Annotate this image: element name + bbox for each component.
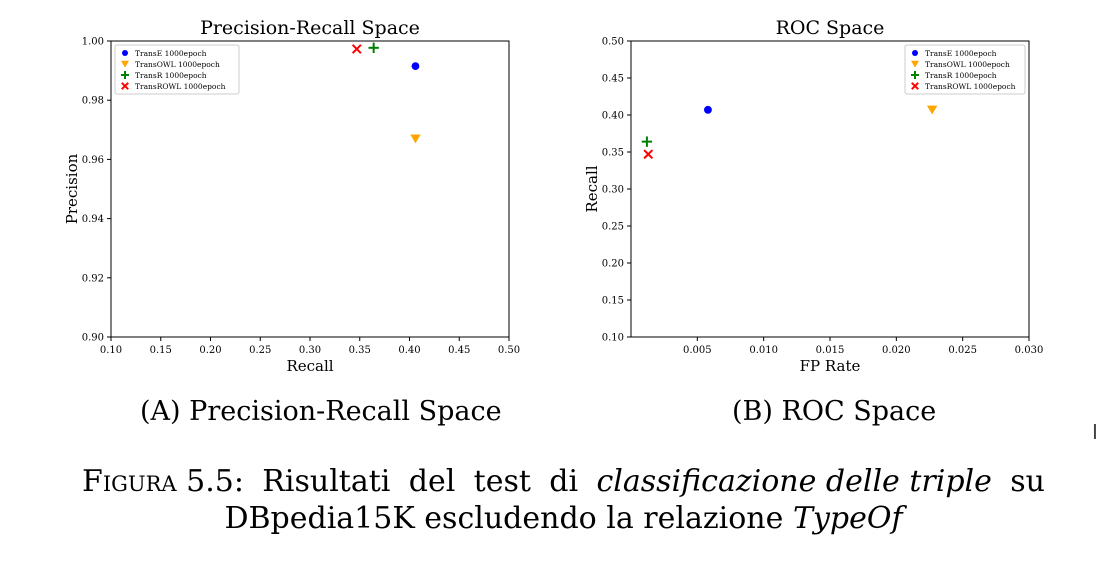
legend-marker: [911, 71, 919, 79]
data-point: [351, 44, 362, 54]
x-tick-label: 0.25: [249, 345, 271, 356]
chart-title: ROC Space: [776, 17, 885, 39]
x-tick-label: 0.020: [882, 345, 911, 356]
legend-entry: TransE 1000epoch: [135, 49, 207, 58]
y-tick-label: 0.35: [602, 148, 624, 159]
legend-entry: TransOWL 1000epoch: [925, 60, 1010, 69]
legend-entry: TransOWL 1000epoch: [135, 60, 220, 69]
y-tick-label: 0.94: [82, 214, 104, 225]
y-tick-label: 0.92: [82, 273, 104, 284]
subfigure-title-a: Precision-Recall Space: [189, 396, 502, 427]
legend-marker: [122, 50, 128, 56]
x-tick-label: 0.30: [299, 345, 321, 356]
legend-marker: [121, 82, 129, 90]
y-tick-label: 0.20: [602, 259, 624, 270]
legend-entry: TransROWL 1000epoch: [135, 82, 226, 91]
y-tick-label: 0.10: [602, 333, 624, 344]
x-tick-label: 0.030: [1015, 345, 1044, 356]
subfigure-title-b: ROC Space: [781, 396, 937, 427]
x-axis-label: FP Rate: [800, 357, 861, 375]
legend-marker: [911, 60, 919, 68]
caption-word: del: [408, 464, 456, 499]
x-axis-label: Recall: [286, 357, 333, 375]
caption-word: test: [473, 464, 531, 499]
subfigure-label-b: B: [742, 396, 763, 427]
y-axis-label: Recall: [583, 165, 601, 212]
legend-marker: [121, 60, 129, 68]
x-tick-label: 0.025: [948, 345, 977, 356]
x-tick-label: 0.40: [398, 345, 420, 356]
caption-italic-relation: TypeOf: [792, 501, 903, 536]
caption-word: di: [549, 464, 579, 499]
x-tick-label: 0.10: [100, 345, 122, 356]
y-tick-label: 0.45: [602, 74, 624, 85]
data-point: [704, 105, 712, 114]
x-tick-label: 0.015: [816, 345, 845, 356]
x-tick-label: 0.35: [349, 345, 371, 356]
x-tick-label: 0.005: [683, 345, 712, 356]
legend-entry: TransR 1000epoch: [925, 71, 997, 80]
data-point: [643, 149, 654, 160]
legend-marker: [911, 82, 919, 90]
x-tick-label: 0.010: [749, 345, 778, 356]
legend-entry: TransROWL 1000epoch: [925, 82, 1016, 91]
legend-frame: [904, 44, 1026, 95]
x-tick-label: 0.45: [448, 345, 470, 356]
y-tick-label: 0.96: [82, 155, 104, 166]
y-tick-label: 0.98: [82, 96, 104, 107]
figure-number: 5.5:: [186, 464, 244, 499]
y-tick-label: 0.90: [82, 333, 104, 344]
caption-line2: DBpedia15K escludendo la relazione: [224, 501, 784, 536]
caption-word: su: [1010, 464, 1045, 499]
legend: TransE 1000epoch TransOWL 1000epoch TransR…: [114, 44, 240, 95]
text-cursor-icon: I: [1092, 420, 1098, 444]
data-point: [926, 105, 938, 115]
legend-marker: [912, 50, 918, 56]
legend: TransE 1000epoch TransOWL 1000epoch TransR…: [904, 44, 1026, 95]
precision-recall-chart: Precision-Recall Space 0.10 0.15 0.20 0.25 0.…: [63, 17, 520, 375]
caption-italic-term: classificazione delle triple: [596, 464, 992, 499]
data-point: [368, 42, 379, 54]
y-tick-label: 1.00: [82, 37, 104, 48]
y-tick-label: 0.30: [602, 185, 624, 196]
y-axis-label: Precision: [63, 153, 81, 224]
legend-entry: TransE 1000epoch: [925, 49, 997, 58]
data-point: [411, 62, 420, 71]
figure-label: Figura: [82, 464, 177, 499]
legend-frame: [114, 44, 240, 95]
caption-word: Risultati: [262, 464, 391, 499]
data-point: [641, 136, 653, 147]
legend-marker: [121, 71, 129, 79]
subfigure-label-a: A: [150, 396, 171, 427]
figure-caption: Figura 5.5: Risultati del test di classi…: [82, 463, 1045, 537]
x-tick-label: 0.20: [199, 345, 221, 356]
chart-title: Precision-Recall Space: [200, 17, 420, 39]
y-tick-label: 0.50: [602, 37, 624, 48]
data-point: [410, 134, 421, 144]
x-tick-label: 0.50: [498, 345, 520, 356]
subfigure-caption-a: (A) Precision-Recall Space: [140, 396, 502, 427]
legend-entry: TransR 1000epoch: [135, 71, 207, 80]
subfigure-caption-b: (B) ROC Space: [732, 396, 937, 427]
y-tick-label: 0.40: [602, 111, 624, 122]
y-tick-label: 0.25: [602, 222, 624, 233]
x-tick-label: 0.15: [150, 345, 172, 356]
roc-chart: ROC Space 0.005 0.010 0.015 0.020 0.025 0.030 0…: [583, 17, 1044, 375]
y-tick-label: 0.15: [602, 296, 624, 307]
